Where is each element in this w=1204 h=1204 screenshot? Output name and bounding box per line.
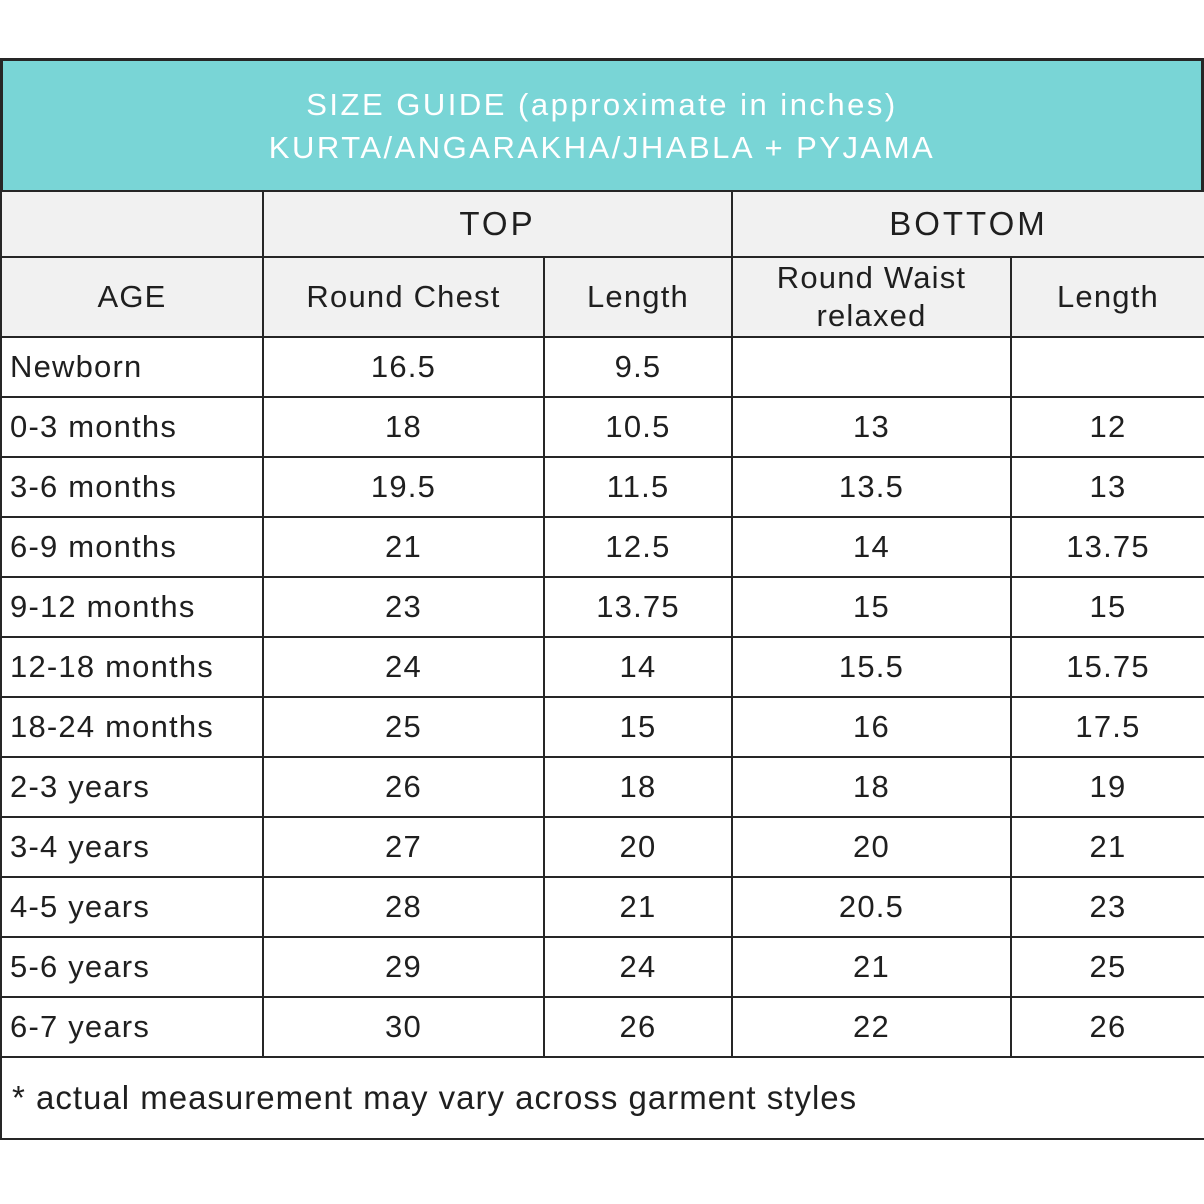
group-header-top: TOP: [262, 190, 733, 258]
bottom-length-cell: 21: [1010, 816, 1204, 878]
column-header-round-waist-label: Round Waist relaxed: [776, 260, 967, 333]
age-cell: 2-3 years: [0, 756, 264, 818]
bottom-length-cell: 26: [1010, 996, 1204, 1058]
age-cell: 6-9 months: [0, 516, 264, 578]
bottom-length-cell: 25: [1010, 936, 1204, 998]
table-row: 5-6 years 29 24 21 25: [0, 936, 1204, 998]
size-guide-title: SIZE GUIDE (approximate in inches): [306, 86, 898, 122]
bottom-length-cell: 12: [1010, 396, 1204, 458]
top-length-cell: 14: [543, 636, 733, 698]
column-header-round-waist: Round Waist relaxed: [731, 256, 1012, 338]
table-row: 2-3 years 26 18 18 19: [0, 756, 1204, 818]
bottom-length-cell: 23: [1010, 876, 1204, 938]
top-round-chest-cell: 21: [262, 516, 545, 578]
bottom-round-waist-cell: 16: [731, 696, 1012, 758]
table-body: Newborn 16.5 9.5 0-3 months 18 10.5 13 1…: [0, 336, 1204, 1058]
bottom-length-cell: 13.75: [1010, 516, 1204, 578]
bottom-round-waist-cell: 20.5: [731, 876, 1012, 938]
top-round-chest-cell: 19.5: [262, 456, 545, 518]
bottom-round-waist-cell: 18: [731, 756, 1012, 818]
top-round-chest-cell: 25: [262, 696, 545, 758]
bottom-round-waist-cell: 13: [731, 396, 1012, 458]
table-row: 3-4 years 27 20 20 21: [0, 816, 1204, 878]
top-length-cell: 10.5: [543, 396, 733, 458]
top-length-cell: 9.5: [543, 336, 733, 398]
column-header-row: AGE Round Chest Length Round Waist relax…: [0, 256, 1204, 338]
top-round-chest-cell: 24: [262, 636, 545, 698]
age-cell: 6-7 years: [0, 996, 264, 1058]
table-row: 18-24 months 25 15 16 17.5: [0, 696, 1204, 758]
column-header-round-chest: Round Chest: [262, 256, 545, 338]
column-header-top-length: Length: [543, 256, 733, 338]
top-round-chest-cell: 26: [262, 756, 545, 818]
bottom-round-waist-cell: [731, 336, 1012, 398]
age-cell: 5-6 years: [0, 936, 264, 998]
top-round-chest-cell: 29: [262, 936, 545, 998]
bottom-length-cell: 19: [1010, 756, 1204, 818]
table-row: 3-6 months 19.5 11.5 13.5 13: [0, 456, 1204, 518]
top-length-cell: 11.5: [543, 456, 733, 518]
age-cell: 0-3 months: [0, 396, 264, 458]
top-length-cell: 18: [543, 756, 733, 818]
bottom-round-waist-cell: 21: [731, 936, 1012, 998]
group-header-bottom: BOTTOM: [731, 190, 1204, 258]
corner-cell: [0, 190, 264, 258]
table-row: 4-5 years 28 21 20.5 23: [0, 876, 1204, 938]
top-round-chest-cell: 28: [262, 876, 545, 938]
table-row: 6-7 years 30 26 22 26: [0, 996, 1204, 1058]
bottom-round-waist-cell: 22: [731, 996, 1012, 1058]
top-length-cell: 24: [543, 936, 733, 998]
top-length-cell: 21: [543, 876, 733, 938]
group-header-row: TOP BOTTOM: [0, 190, 1204, 258]
top-length-cell: 20: [543, 816, 733, 878]
size-guide-banner: SIZE GUIDE (approximate in inches) KURTA…: [0, 58, 1204, 190]
size-guide-page: SIZE GUIDE (approximate in inches) KURTA…: [0, 58, 1204, 1140]
top-length-cell: 13.75: [543, 576, 733, 638]
column-header-age: AGE: [0, 256, 264, 338]
bottom-length-cell: 15: [1010, 576, 1204, 638]
top-round-chest-cell: 23: [262, 576, 545, 638]
age-cell: Newborn: [0, 336, 264, 398]
table-row: 9-12 months 23 13.75 15 15: [0, 576, 1204, 638]
age-cell: 3-4 years: [0, 816, 264, 878]
top-length-cell: 15: [543, 696, 733, 758]
age-cell: 9-12 months: [0, 576, 264, 638]
top-round-chest-cell: 30: [262, 996, 545, 1058]
bottom-round-waist-cell: 15: [731, 576, 1012, 638]
table-row: 12-18 months 24 14 15.5 15.75: [0, 636, 1204, 698]
bottom-length-cell: 17.5: [1010, 696, 1204, 758]
top-round-chest-cell: 16.5: [262, 336, 545, 398]
top-round-chest-cell: 27: [262, 816, 545, 878]
top-length-cell: 26: [543, 996, 733, 1058]
top-round-chest-cell: 18: [262, 396, 545, 458]
bottom-length-cell: [1010, 336, 1204, 398]
age-cell: 4-5 years: [0, 876, 264, 938]
bottom-round-waist-cell: 14: [731, 516, 1012, 578]
top-length-cell: 12.5: [543, 516, 733, 578]
bottom-round-waist-cell: 13.5: [731, 456, 1012, 518]
age-cell: 18-24 months: [0, 696, 264, 758]
size-chart-table: TOP BOTTOM AGE Round Chest Length Round …: [0, 190, 1204, 1140]
bottom-round-waist-cell: 20: [731, 816, 1012, 878]
age-cell: 12-18 months: [0, 636, 264, 698]
footnote-row: * actual measurement may vary across gar…: [0, 1056, 1204, 1140]
column-header-bottom-length: Length: [1010, 256, 1204, 338]
bottom-length-cell: 13: [1010, 456, 1204, 518]
age-cell: 3-6 months: [0, 456, 264, 518]
table-row: 6-9 months 21 12.5 14 13.75: [0, 516, 1204, 578]
table-row: Newborn 16.5 9.5: [0, 336, 1204, 398]
footnote: * actual measurement may vary across gar…: [0, 1056, 1204, 1140]
bottom-round-waist-cell: 15.5: [731, 636, 1012, 698]
table-row: 0-3 months 18 10.5 13 12: [0, 396, 1204, 458]
size-guide-subtitle: KURTA/ANGARAKHA/JHABLA + PYJAMA: [268, 129, 936, 165]
bottom-length-cell: 15.75: [1010, 636, 1204, 698]
